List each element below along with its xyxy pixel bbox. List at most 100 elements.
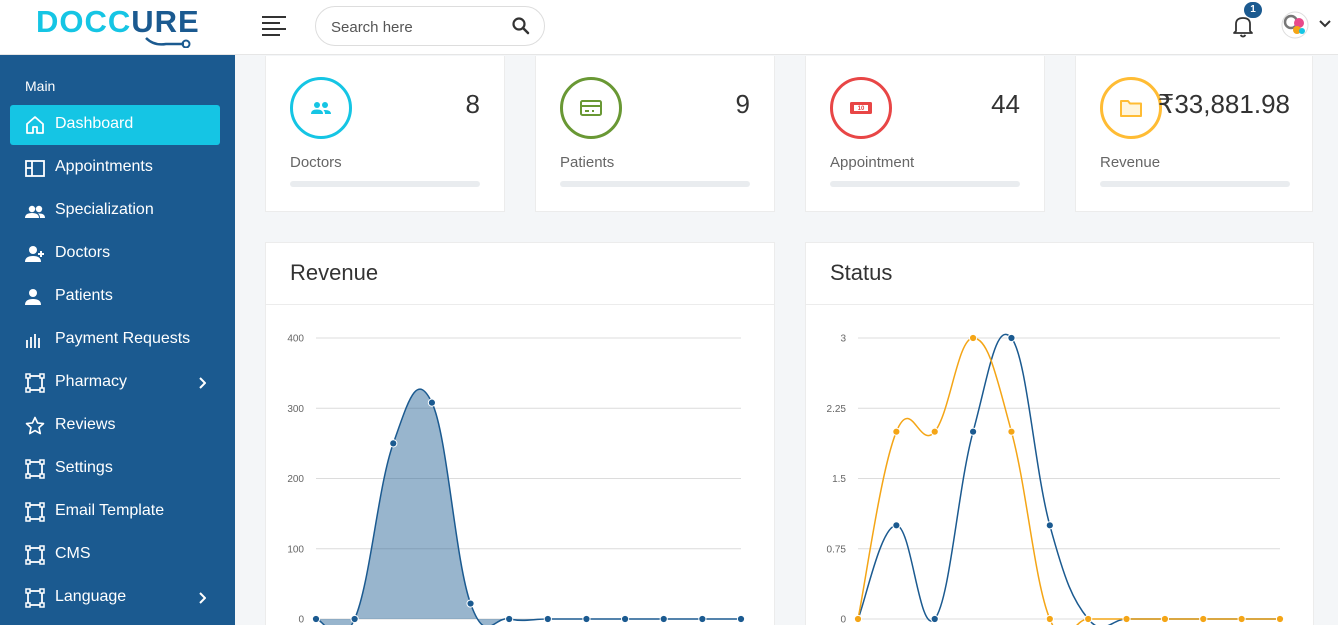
y-tick-label: 1.5 (832, 474, 846, 485)
logo-text-part1: DOCC (36, 4, 132, 39)
data-point (350, 614, 359, 624)
chevron-right-icon (199, 377, 206, 389)
search-box (315, 6, 545, 46)
stat-card-revenue: ₹33,881.98 Revenue (1075, 56, 1313, 212)
chart-title: Revenue (290, 260, 379, 285)
y-tick-label: 200 (287, 474, 304, 485)
logo-text-part2: URE (131, 4, 200, 39)
stat-icon-ring (1100, 77, 1162, 139)
sidebar: Main Dashboard Appointments Specializati… (0, 55, 235, 625)
folder-icon (1120, 100, 1142, 117)
y-tick-label: 0 (840, 615, 846, 625)
data-point (892, 427, 901, 436)
sidebar-item-pharmacy[interactable]: Pharmacy (10, 363, 220, 403)
bell-icon[interactable] (1232, 14, 1254, 38)
data-point (427, 398, 437, 407)
stat-label: Revenue (1100, 154, 1161, 171)
chevron-right-icon (199, 592, 206, 604)
data-point (659, 614, 668, 624)
sidebar-item-label: Dashboard (55, 115, 134, 132)
vector-square-icon (25, 502, 45, 522)
series-line-2 (857, 337, 1280, 625)
sidebar-item-dashboard[interactable]: Dashboard (10, 105, 220, 145)
data-point (582, 614, 591, 624)
sidebar-item-payment-requests[interactable]: Payment Requests (10, 320, 220, 360)
stat-label: Patients (560, 154, 615, 171)
stat-progress-bar (830, 181, 1020, 187)
sidebar-item-language[interactable]: Language (10, 578, 220, 618)
data-point (1007, 427, 1016, 436)
logo-text: DOCCURE (36, 4, 200, 40)
series-area (316, 389, 741, 625)
data-point (1160, 614, 1170, 624)
sidebar-item-settings[interactable]: Settings (10, 449, 220, 489)
person-add-icon (25, 246, 44, 262)
data-point (543, 614, 552, 624)
data-point (930, 427, 939, 436)
sidebar-item-label: Language (55, 588, 127, 605)
top-header: DOCCURE 1 (0, 0, 1338, 55)
star-icon (25, 416, 45, 435)
stat-card-doctors: 8 Doctors (265, 56, 505, 212)
sidebar-item-reviews[interactable]: Reviews (10, 406, 220, 446)
data-point (1045, 614, 1054, 624)
person-icon (25, 289, 41, 305)
stat-progress-bar (290, 181, 480, 187)
data-point (1084, 614, 1093, 624)
sidebar-item-specialization[interactable]: Specialization (10, 191, 220, 231)
y-tick-label: 300 (287, 404, 304, 415)
stat-card-patients: 9 Patients (535, 56, 775, 212)
search-input[interactable] (331, 16, 501, 38)
data-point (466, 599, 475, 608)
series-line-1 (857, 333, 1280, 625)
sidebar-item-cms[interactable]: CMS (10, 535, 220, 575)
stat-icon-ring: 10 (830, 77, 892, 139)
data-point (1199, 614, 1208, 624)
chart-header: Revenue (266, 243, 774, 305)
data-point (1122, 614, 1131, 624)
stat-progress-bar (1100, 181, 1290, 187)
search-icon[interactable] (512, 17, 530, 35)
data-point (389, 439, 398, 448)
sidebar-item-label: Email Template (55, 502, 165, 519)
home-icon (26, 116, 44, 134)
sidebar-item-label: Settings (55, 459, 113, 476)
bar-chart-icon (26, 334, 40, 348)
vector-square-icon (25, 373, 45, 393)
y-tick-label: 0.75 (827, 544, 847, 555)
data-point (968, 333, 978, 343)
y-tick-label: 100 (287, 544, 304, 555)
sidebar-item-doctors[interactable]: Doctors (10, 234, 220, 274)
revenue-chart: 0 100 200 300 400 (287, 334, 746, 625)
data-point (853, 614, 863, 624)
y-tick-label: 2.25 (827, 404, 847, 415)
users-icon (311, 102, 331, 114)
stat-icon-ring (560, 77, 622, 139)
credit-card-icon (580, 100, 602, 116)
stat-card-appointment: 10 44 Appointment (805, 56, 1045, 212)
stat-label: Doctors (290, 154, 342, 171)
layout-icon (25, 160, 45, 177)
chart-title: Status (830, 260, 893, 285)
sidebar-item-label: Doctors (55, 244, 111, 261)
sidebar-item-patients[interactable]: Patients (10, 277, 220, 317)
user-avatar[interactable] (1281, 11, 1309, 39)
y-tick-label: 3 (840, 334, 846, 345)
data-point (698, 614, 707, 624)
revenue-chart-card: Revenue 0 100 200 300 400 (265, 242, 775, 625)
svg-text:10: 10 (858, 106, 865, 112)
y-tick-label: 400 (287, 334, 304, 345)
sidebar-item-email-template[interactable]: Email Template (10, 492, 220, 532)
stat-value: 8 (465, 89, 480, 119)
stat-value: 44 (991, 89, 1020, 119)
chevron-down-icon[interactable] (1318, 19, 1332, 29)
stethoscope-icon (145, 37, 191, 48)
sidebar-toggle-icon[interactable] (262, 16, 286, 36)
stat-icon-ring (290, 77, 352, 139)
data-point (1237, 614, 1246, 624)
doccure-logo[interactable]: DOCCURE (36, 4, 199, 48)
sidebar-item-appointments[interactable]: Appointments (10, 148, 220, 188)
data-point (892, 521, 901, 530)
chart-header: Status (806, 243, 1313, 305)
data-point (505, 614, 514, 624)
